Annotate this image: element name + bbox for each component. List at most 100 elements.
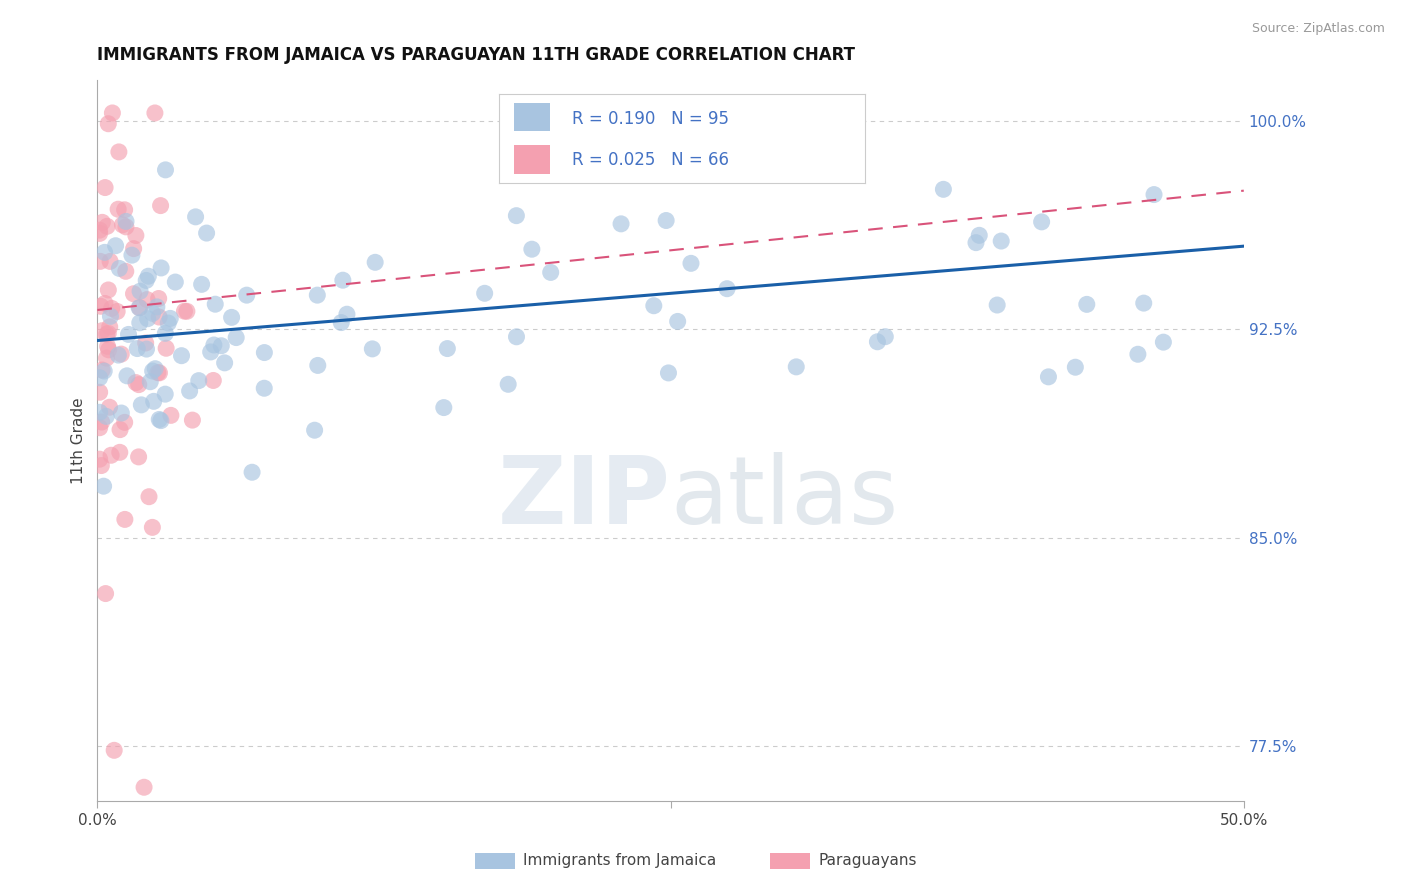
Text: R = 0.190   N = 95: R = 0.190 N = 95	[572, 110, 730, 128]
Point	[89, 370, 111, 384]
Text: Paraguayans: Paraguayans	[818, 854, 917, 868]
Point	[187, 374, 209, 388]
Point	[967, 228, 990, 243]
Point	[93, 479, 115, 493]
Point	[141, 306, 163, 320]
Point	[146, 366, 169, 380]
Point	[209, 339, 232, 353]
Point	[141, 520, 163, 534]
Point	[89, 385, 111, 400]
Point	[128, 316, 150, 330]
Point	[785, 359, 807, 374]
Point	[146, 300, 169, 314]
Point	[148, 412, 170, 426]
Point	[150, 260, 173, 275]
Point	[1076, 297, 1098, 311]
Point	[875, 329, 897, 343]
Point	[96, 219, 118, 234]
Point	[336, 307, 359, 321]
Point	[986, 298, 1008, 312]
Point	[253, 381, 276, 395]
Point	[1126, 347, 1149, 361]
Point	[142, 394, 165, 409]
Point	[103, 743, 125, 757]
Point	[235, 288, 257, 302]
Point	[89, 254, 111, 268]
Point	[170, 349, 193, 363]
Point	[433, 401, 456, 415]
Point	[155, 387, 177, 401]
Point	[91, 324, 114, 338]
Point	[98, 319, 121, 334]
Point	[98, 401, 121, 415]
Point	[128, 450, 150, 464]
Text: Source: ZipAtlas.com: Source: ZipAtlas.com	[1251, 22, 1385, 36]
Point	[135, 273, 157, 287]
Point	[125, 376, 148, 390]
Point	[94, 180, 117, 194]
Point	[221, 310, 243, 325]
Point	[679, 256, 702, 270]
Point	[932, 182, 955, 196]
Point	[115, 368, 138, 383]
Point	[98, 254, 121, 268]
Point	[990, 234, 1012, 248]
Point	[115, 214, 138, 228]
Point	[332, 273, 354, 287]
Point	[540, 265, 562, 279]
Point	[716, 282, 738, 296]
Point	[610, 217, 633, 231]
Point	[240, 465, 263, 479]
Point	[1132, 296, 1154, 310]
Point	[1038, 369, 1060, 384]
Point	[115, 219, 138, 234]
Point	[202, 374, 225, 388]
Point	[136, 293, 159, 307]
Point	[114, 512, 136, 526]
Point	[122, 286, 145, 301]
Point	[114, 415, 136, 429]
Point	[1031, 215, 1053, 229]
Point	[97, 343, 120, 357]
Point	[128, 301, 150, 315]
Text: atlas: atlas	[671, 452, 898, 544]
Point	[128, 377, 150, 392]
Point	[214, 356, 236, 370]
Point	[100, 301, 122, 316]
Point	[127, 342, 149, 356]
Point	[165, 275, 187, 289]
Point	[100, 448, 122, 462]
Point	[160, 409, 183, 423]
Point	[122, 242, 145, 256]
Point	[97, 283, 120, 297]
Point	[148, 366, 170, 380]
Point	[89, 227, 111, 241]
Point	[114, 202, 136, 217]
Point	[655, 213, 678, 227]
Bar	[513, 103, 550, 131]
Point	[496, 377, 519, 392]
Point	[114, 264, 136, 278]
Text: R = 0.025   N = 66: R = 0.025 N = 66	[572, 151, 730, 169]
Text: ZIP: ZIP	[498, 452, 671, 544]
Point	[129, 284, 152, 298]
Y-axis label: 11th Grade: 11th Grade	[72, 397, 86, 483]
Point	[110, 406, 132, 420]
Point	[93, 245, 115, 260]
Point	[505, 330, 527, 344]
Point	[184, 210, 207, 224]
Point	[436, 342, 458, 356]
Point	[136, 311, 159, 326]
Point	[225, 330, 247, 344]
Point	[121, 248, 143, 262]
Point	[307, 359, 329, 373]
Point	[94, 586, 117, 600]
Point	[108, 261, 131, 276]
Point	[1143, 187, 1166, 202]
Point	[110, 347, 132, 361]
Point	[181, 413, 204, 427]
Point	[666, 314, 689, 328]
Point	[190, 277, 212, 292]
Point	[148, 310, 170, 324]
Point	[138, 490, 160, 504]
